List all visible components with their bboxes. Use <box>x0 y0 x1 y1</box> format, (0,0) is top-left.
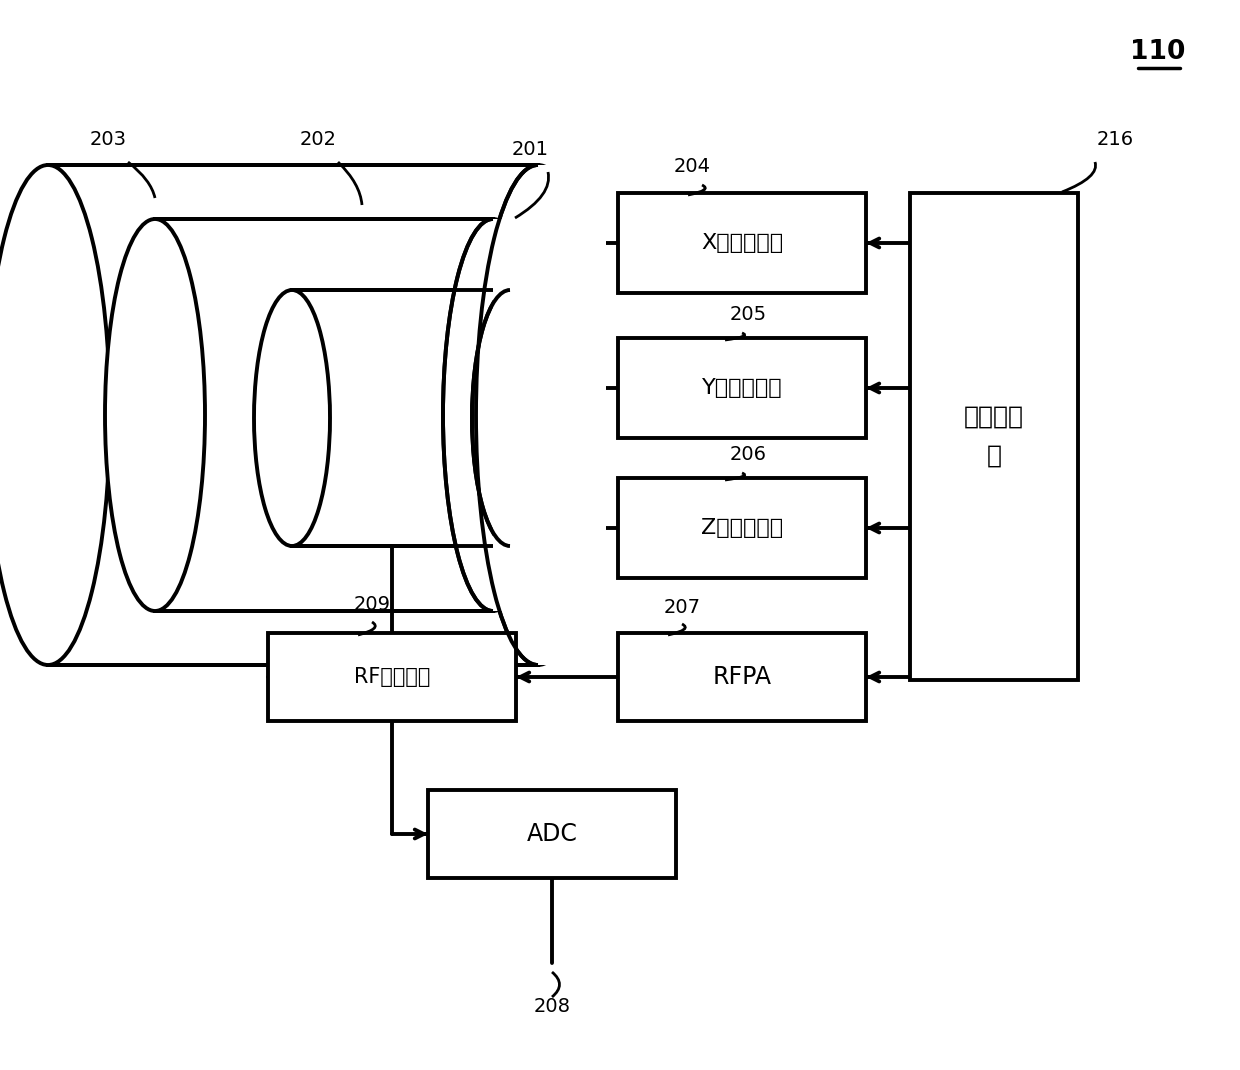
FancyBboxPatch shape <box>910 193 1078 681</box>
Text: 206: 206 <box>729 445 766 464</box>
Text: 202: 202 <box>300 129 336 149</box>
FancyBboxPatch shape <box>618 633 866 721</box>
FancyBboxPatch shape <box>291 290 510 546</box>
Ellipse shape <box>105 219 205 611</box>
Text: 207: 207 <box>663 598 701 617</box>
FancyBboxPatch shape <box>538 165 606 664</box>
FancyBboxPatch shape <box>155 219 494 611</box>
FancyBboxPatch shape <box>618 478 866 578</box>
FancyBboxPatch shape <box>428 790 676 878</box>
FancyBboxPatch shape <box>618 193 866 293</box>
Text: 201: 201 <box>512 140 548 159</box>
FancyBboxPatch shape <box>48 165 538 664</box>
Ellipse shape <box>0 165 110 664</box>
Text: 208: 208 <box>533 997 570 1016</box>
Text: RF电子器件: RF电子器件 <box>353 667 430 687</box>
Text: 209: 209 <box>353 595 391 614</box>
Ellipse shape <box>254 290 330 546</box>
FancyBboxPatch shape <box>510 290 554 546</box>
Text: Y梯度放大器: Y梯度放大器 <box>702 378 782 398</box>
Ellipse shape <box>476 165 600 664</box>
FancyBboxPatch shape <box>268 633 516 721</box>
Text: 波形发生
器: 波形发生 器 <box>963 404 1024 468</box>
Text: Z梯度放大器: Z梯度放大器 <box>701 518 784 538</box>
FancyBboxPatch shape <box>618 338 866 438</box>
Text: 205: 205 <box>729 305 766 324</box>
Text: RFPA: RFPA <box>713 664 771 689</box>
Text: ADC: ADC <box>527 822 578 846</box>
Text: 110: 110 <box>1131 39 1185 65</box>
Text: 203: 203 <box>89 129 126 149</box>
Text: X梯度放大器: X梯度放大器 <box>701 233 784 253</box>
Text: 216: 216 <box>1096 129 1133 149</box>
FancyBboxPatch shape <box>494 219 549 611</box>
Ellipse shape <box>443 219 543 611</box>
Ellipse shape <box>472 290 548 546</box>
Text: 204: 204 <box>673 157 711 175</box>
